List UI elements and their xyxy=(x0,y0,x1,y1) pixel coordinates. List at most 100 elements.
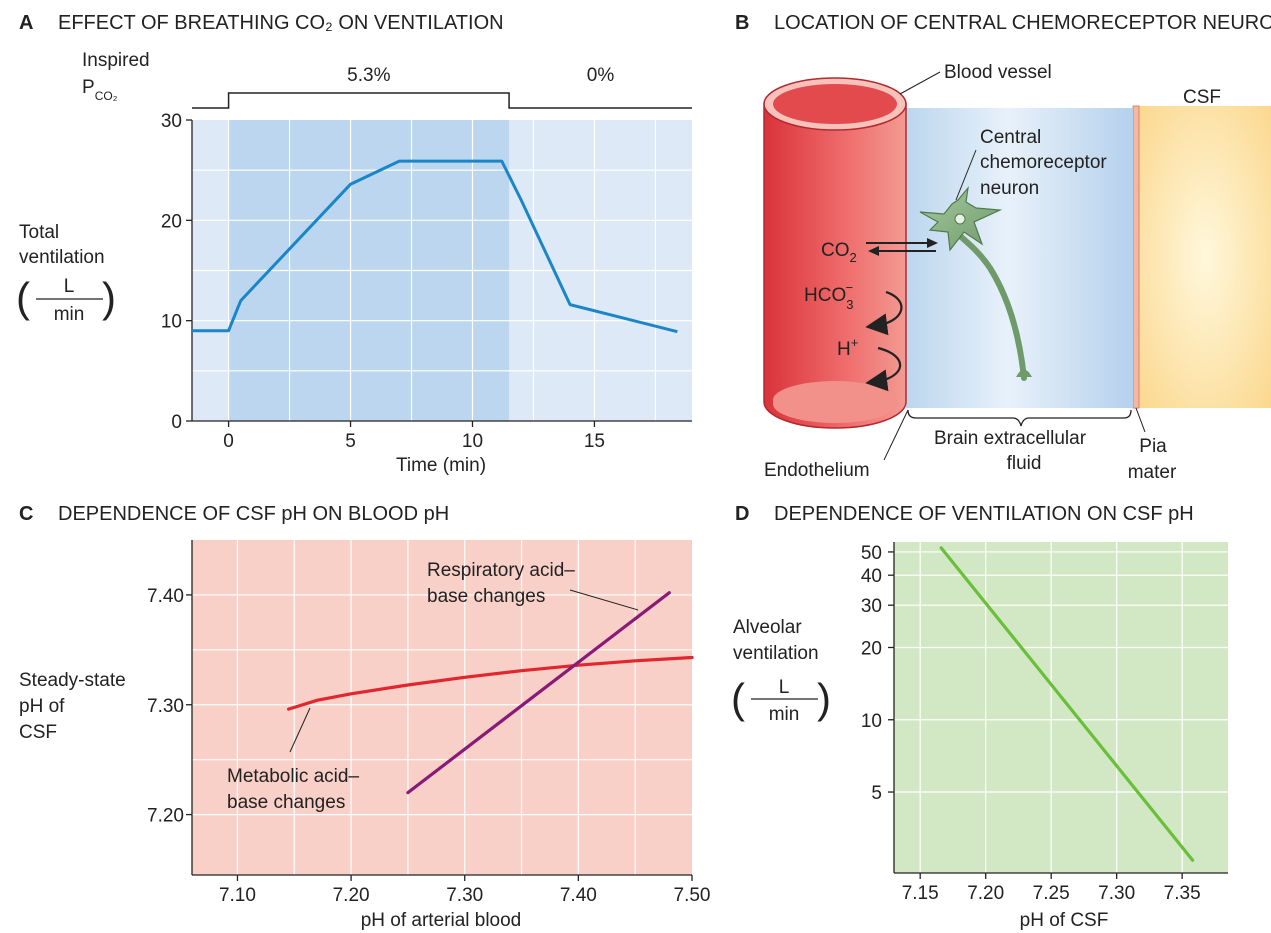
y-tick-label: 5 xyxy=(871,783,882,804)
blood-vessel-body xyxy=(763,103,907,429)
brain-ecf-label-line2: fluid xyxy=(1007,453,1042,474)
y-tick-label: 20 xyxy=(161,211,182,232)
metabolic-acid-base-line xyxy=(286,655,694,711)
panel-d-plot-bg xyxy=(894,542,1228,873)
blood-vessel-lumen xyxy=(773,84,897,124)
hco3-curved-arrow xyxy=(865,290,903,336)
csf-region xyxy=(1139,106,1271,408)
blood-vessel-label: Blood vessel xyxy=(944,62,1052,83)
hco3-superscript: − xyxy=(845,280,853,295)
neuron-nucleus xyxy=(954,213,966,225)
y-tick-label: 7.20 xyxy=(147,806,184,827)
x-tick-label: 7.20 xyxy=(967,883,1004,904)
y-tick-label: 30 xyxy=(861,596,882,617)
panel-b-title: B LOCATION OF CENTRAL CHEMORECEPTOR NEUR… xyxy=(735,12,1271,34)
panel-b-title-text: LOCATION OF CENTRAL CHEMORECEPTOR NEURON… xyxy=(774,12,1271,34)
panel-c-y-label-line3: CSF xyxy=(19,722,57,743)
hco3-subscript: 3 xyxy=(846,297,853,312)
pia-mater-layer xyxy=(1132,105,1140,409)
panel-d-grid xyxy=(894,542,1228,873)
ventilation-vs-csf-ph-line xyxy=(939,546,1195,862)
panel-c-title: C DEPENDENCE OF CSF pH ON BLOOD pH xyxy=(19,503,449,525)
co2-text: CO xyxy=(821,240,850,261)
x-tick-label: 7.30 xyxy=(446,885,483,906)
panel-a-y-label-line2: ventilation xyxy=(19,247,105,268)
panel-a-ticks: 0 5 10 15 0 10 20 30 xyxy=(161,111,605,452)
unit-numerator: L xyxy=(64,276,75,297)
x-tick-label: 7.30 xyxy=(1098,883,1135,904)
hco3-label: HCO3 − xyxy=(804,280,853,312)
endothelium-label: Endothelium xyxy=(764,460,870,481)
neuron-axon-terminal xyxy=(1016,369,1032,377)
panel-d-letter: D xyxy=(735,503,749,525)
x-tick-label: 15 xyxy=(584,431,605,452)
y-tick-label: 10 xyxy=(861,711,882,732)
metabolic-label-line1: Metabolic acid– xyxy=(227,766,359,787)
endothelium-leader xyxy=(883,409,909,461)
panel-a-y-label-line1: Total xyxy=(19,222,59,243)
x-tick-label: 7.10 xyxy=(219,885,256,906)
respiratory-label-line2: base changes xyxy=(427,586,545,607)
respiratory-acid-base-line xyxy=(406,591,671,795)
respiratory-label-line1: Respiratory acid– xyxy=(427,560,575,581)
panel-d-title: D DEPENDENCE OF VENTILATION ON CSF pH xyxy=(735,503,1194,525)
panel-c-title-text: DEPENDENCE OF CSF pH ON BLOOD pH xyxy=(58,503,449,525)
co2-arrow-back-head xyxy=(868,246,879,256)
brain-ecf-label-line1: Brain extracellular xyxy=(934,428,1087,449)
y-tick-label: 40 xyxy=(861,566,882,587)
panel-d-title-text: DEPENDENCE OF VENTILATION ON CSF pH xyxy=(774,503,1194,525)
metabolic-label-line2: base changes xyxy=(227,792,345,813)
pia-mater-label-line2: mater xyxy=(1128,462,1177,483)
panel-c-y-label-line1: Steady-state xyxy=(19,670,126,691)
co2-arrow-forward-head xyxy=(927,238,938,248)
metabolic-leader xyxy=(289,707,311,753)
x-tick-label: 7.50 xyxy=(674,885,711,906)
x-tick-label: 10 xyxy=(462,431,483,452)
panel-a-x-label: Time (min) xyxy=(396,455,486,476)
y-tick-label: 20 xyxy=(861,638,882,659)
panel-a-title-text: EFFECT OF BREATHING CO₂ ON VENTILATION xyxy=(58,12,504,34)
co2-on-label: 5.3% xyxy=(347,65,390,86)
inspired-label: Inspired xyxy=(82,50,150,71)
x-tick-label: 0 xyxy=(223,431,234,452)
blood-vessel-leader xyxy=(899,71,941,95)
panel-a-grid xyxy=(191,120,692,421)
paren-left-d: ( xyxy=(731,675,745,722)
panel-c-chart: 7.10 7.20 7.30 7.40 7.50 7.20 7.30 7.40 Respira… xyxy=(19,540,710,931)
panel-d-y-label: Alveolar ventilation ( ) L min xyxy=(731,617,831,725)
paren-right-d: ) xyxy=(817,675,831,722)
pco2-label: PCO₂ xyxy=(82,77,118,103)
csf-label: CSF xyxy=(1183,87,1221,108)
neuron-leader xyxy=(955,149,977,201)
unit-denominator-d: min xyxy=(769,704,800,725)
panel-b-letter: B xyxy=(735,12,749,34)
x-tick-label: 7.20 xyxy=(333,885,370,906)
panel-a-y-label: Total ventilation ( ) L min xyxy=(16,222,116,325)
neuron-label-line2: chemoreceptor xyxy=(980,152,1107,173)
pia-mater-leader xyxy=(1135,407,1146,433)
h-label: H+ xyxy=(837,335,858,360)
co2-subscript: 2 xyxy=(850,250,857,265)
panel-d-y-label-line1: Alveolar xyxy=(733,617,802,638)
pia-mater-label-line1: Pia xyxy=(1139,436,1167,457)
panel-a-chart: 5.3% 0% Inspired PCO₂ 0 5 10 15 0 10 20 30 Time… xyxy=(16,50,692,476)
co2-label: CO2 xyxy=(821,240,857,265)
panel-c-y-label-line2: pH of xyxy=(19,696,65,717)
panel-d-y-label-line2: ventilation xyxy=(733,643,819,664)
paren-right: ) xyxy=(102,274,116,321)
panel-a-title: A EFFECT OF BREATHING CO₂ ON VENTILATION xyxy=(19,12,504,34)
pco2-main: P xyxy=(82,77,95,98)
panel-d-x-label: pH of CSF xyxy=(1020,910,1109,931)
x-tick-label: 7.35 xyxy=(1164,883,1201,904)
x-tick-label: 7.40 xyxy=(560,885,597,906)
panel-c-letter: C xyxy=(19,503,33,525)
h-curved-arrow xyxy=(865,346,902,392)
panel-b-illustration: CO2 HCO3− H+ Blood vessel CSF Central ch… xyxy=(763,62,1271,483)
brain-ecf-brace xyxy=(907,409,1132,427)
pco2-subscript: CO₂ xyxy=(95,89,118,103)
y-tick-label: 10 xyxy=(161,312,182,333)
hco3-text: HCO xyxy=(804,285,846,306)
blood-vessel-bottom xyxy=(773,381,897,423)
h-superscript: + xyxy=(851,335,859,350)
